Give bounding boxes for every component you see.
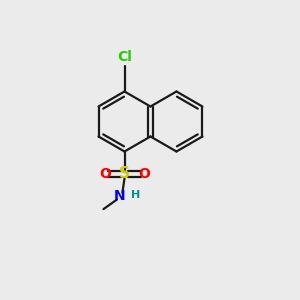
Text: N: N	[114, 190, 126, 203]
Text: Cl: Cl	[117, 50, 132, 64]
Text: O: O	[138, 167, 150, 181]
Text: H: H	[131, 190, 140, 200]
Text: O: O	[99, 167, 111, 181]
Text: S: S	[119, 167, 130, 182]
